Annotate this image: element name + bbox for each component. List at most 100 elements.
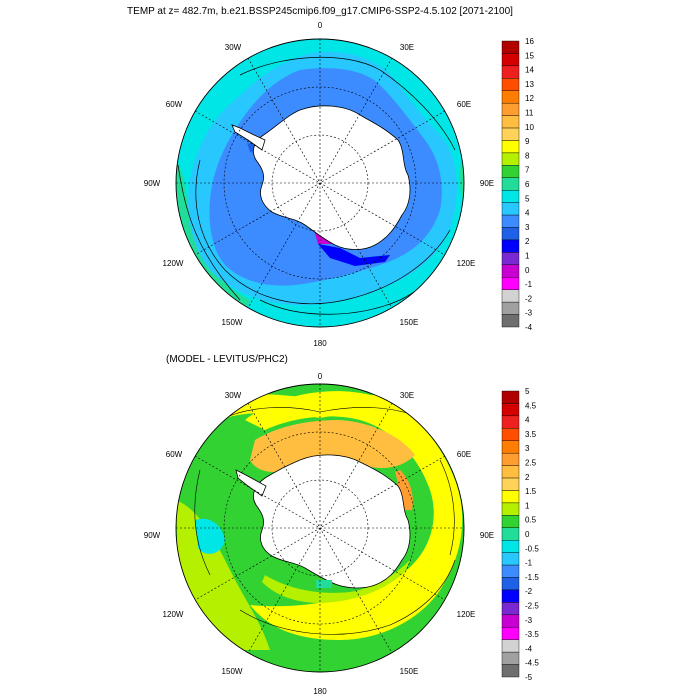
bottom-colorbar-label: 0.5	[525, 516, 537, 525]
top-colorbar-swatch	[501, 239, 520, 253]
bottom-colorbar-label: -0.5	[525, 544, 539, 553]
bottom-colorbar-label: 0	[525, 530, 530, 539]
bottom-colorbar-label: -5	[525, 673, 533, 682]
bottom-colorbar-swatch	[501, 465, 520, 479]
top-polar-map	[175, 38, 465, 328]
bottom-colorbar-label: -2.5	[525, 602, 539, 611]
top-lon-150e: 150E	[400, 318, 419, 327]
bottom-colorbar-label: -4.5	[525, 659, 539, 668]
top-colorbar-swatch	[501, 53, 520, 67]
bottom-lon-labels: 0 30E 60E 90E 120E 150E 180 150W 120W 90…	[144, 372, 494, 696]
bottom-region-cyan	[195, 518, 225, 554]
bottom-colorbar-swatch	[501, 664, 520, 678]
bottom-lon-60e: 60E	[457, 450, 471, 459]
top-panel-title: TEMP at z= 482.7m, b.e21.BSSP245cmip6.f0…	[127, 6, 513, 17]
top-colorbar-swatch	[501, 165, 520, 178]
bottom-peninsula	[235, 469, 267, 497]
bottom-region-yellow	[245, 391, 463, 640]
top-colorbar-label: 8	[525, 151, 530, 160]
top-colorbar-label: 5	[525, 194, 530, 203]
top-antarctica	[253, 105, 411, 250]
top-lon-150w: 150W	[222, 318, 243, 327]
bottom-colorbar-swatch	[501, 564, 520, 578]
top-colorbar-label: 9	[525, 137, 530, 146]
bottom-lon-120e: 120E	[457, 610, 476, 619]
bottom-colorbar-swatch	[501, 440, 520, 454]
bottom-colorbar-label: -4	[525, 644, 533, 653]
bottom-colorbar-swatch	[501, 390, 520, 404]
bottom-colorbar-label: 2.5	[525, 459, 537, 468]
top-colorbar-swatch	[501, 314, 520, 328]
bottom-colorbar-swatch	[501, 627, 520, 640]
bottom-colorbar-label: -2	[525, 587, 533, 596]
bottom-colorbar-swatch	[501, 490, 520, 504]
top-colorbar-swatch	[501, 140, 520, 154]
bottom-region-orange-east	[395, 470, 413, 510]
bottom-colorbar-label: -1.5	[525, 573, 539, 582]
bottom-colorbar-label: 4.5	[525, 401, 537, 410]
top-colorbar-label: -3	[525, 309, 533, 318]
top-colorbar-label: 0	[525, 266, 530, 275]
bottom-lon-180: 180	[313, 687, 327, 696]
bottom-colorbar-swatch	[501, 452, 520, 466]
top-colorbar-swatch	[501, 227, 520, 241]
top-map-border	[175, 38, 465, 328]
top-colorbar-swatch	[501, 40, 520, 54]
top-colorbar-swatch	[501, 190, 520, 203]
bottom-lon-30w: 30W	[225, 391, 242, 400]
bottom-lon-60w: 60W	[166, 450, 183, 459]
top-lon-120w: 120W	[163, 259, 184, 268]
top-colorbar-swatch	[501, 65, 520, 79]
bottom-colorbar-label: 1.5	[525, 487, 537, 496]
bottom-lon-150e: 150E	[400, 667, 419, 676]
bottom-colorbar-swatch	[501, 403, 520, 417]
top-colorbar-swatch	[501, 277, 520, 290]
bottom-colorbar-label: 3	[525, 444, 530, 453]
bottom-colorbar-label: 1	[525, 501, 530, 510]
top-colorbar-label: 15	[525, 51, 534, 60]
top-colorbar-label: 3	[525, 223, 530, 232]
top-colorbar-swatch	[501, 115, 520, 129]
bottom-graticule	[176, 384, 464, 672]
top-graticule	[176, 39, 464, 327]
top-colorbar-label: 12	[525, 94, 534, 103]
top-lon-30e: 30E	[400, 43, 414, 52]
bottom-colorbar-label: 5	[525, 387, 530, 396]
top-colorbar-swatch	[501, 177, 520, 191]
bottom-colorbar-swatch	[501, 515, 520, 528]
bottom-colorbar-label: -3	[525, 616, 533, 625]
top-colorbar-label: 2	[525, 237, 530, 246]
top-colorbar-swatch	[501, 78, 520, 91]
top-colorbar-label: 16	[525, 37, 534, 46]
top-colorbar-label: 6	[525, 180, 530, 189]
top-lon-90w: 90W	[144, 179, 161, 188]
bottom-colorbar-swatch	[501, 477, 520, 491]
bottom-lon-150w: 150W	[222, 667, 243, 676]
bottom-colorbar-swatch	[501, 602, 520, 616]
top-colorbar-swatch	[501, 202, 520, 216]
bottom-region-north	[215, 394, 430, 420]
top-colorbar-label: -4	[525, 323, 533, 332]
top-colorbar-label: 1	[525, 252, 530, 261]
top-lon-120e: 120E	[457, 259, 476, 268]
top-colorbar-swatch	[501, 264, 520, 278]
bottom-lon-90w: 90W	[144, 531, 161, 540]
top-colorbar-label: 4	[525, 209, 530, 218]
top-colorbar-label: 14	[525, 66, 534, 75]
bottom-colorbar-label: 4	[525, 416, 530, 425]
bottom-map-border	[175, 383, 465, 673]
top-lon-0: 0	[318, 21, 323, 30]
bottom-colorbar-label: 2	[525, 473, 530, 482]
top-lon-90e: 90E	[480, 179, 494, 188]
bottom-colorbar-swatch	[501, 552, 520, 566]
top-colorbar-swatch	[501, 252, 520, 266]
top-lon-180: 180	[313, 339, 327, 348]
bottom-panel-title: (MODEL - LEVITUS/PHC2)	[166, 354, 288, 365]
bottom-colorbar-swatch	[501, 639, 520, 653]
bottom-colorbar-swatch	[501, 527, 520, 541]
top-lon-30w: 30W	[225, 43, 242, 52]
top-colorbar-label: -2	[525, 294, 533, 303]
bottom-colorbar-swatch	[501, 415, 520, 429]
bottom-colorbar-swatch	[501, 502, 520, 516]
